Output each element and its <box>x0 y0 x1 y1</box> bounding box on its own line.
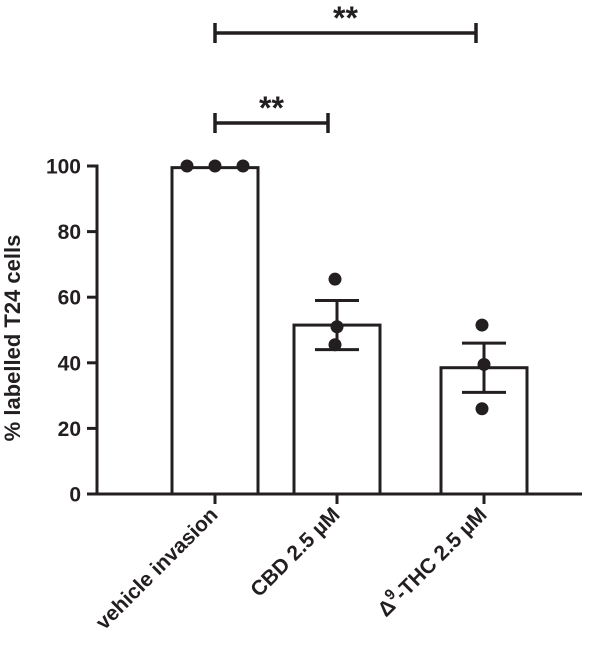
data-point <box>328 338 342 352</box>
data-point <box>475 318 489 332</box>
category-text: CBD 2.5 µM <box>246 503 344 601</box>
y-tick-label: 20 <box>58 418 81 441</box>
data-point <box>236 159 250 173</box>
data-point <box>477 357 491 371</box>
x-category-label: CBD 2.5 µM <box>246 503 344 601</box>
bars <box>170 166 529 496</box>
data-point <box>330 320 344 334</box>
significance-brackets: ** ** <box>213 0 478 133</box>
y-tick-label: 60 <box>58 287 81 310</box>
significance-label: ** <box>333 0 358 36</box>
bar <box>170 166 260 496</box>
data-point <box>475 402 489 416</box>
y-tick-label: 100 <box>46 156 81 179</box>
x-category-label: vehicle invasion <box>92 503 223 634</box>
y-tick-label: 0 <box>69 484 81 507</box>
y-axis-title: % labelled T24 cells <box>0 235 25 442</box>
y-tick-label: 40 <box>58 352 81 375</box>
significance-label: ** <box>259 90 284 126</box>
data-points <box>180 159 491 416</box>
data-point <box>328 272 342 286</box>
y-tick-label: 80 <box>58 221 81 244</box>
data-point <box>180 159 194 173</box>
bar <box>292 323 382 496</box>
category-text: vehicle invasion <box>92 503 223 634</box>
data-point <box>208 159 222 173</box>
x-category-label: Δ9-THC 2.5 µM <box>371 500 492 621</box>
category-text: -THC 2.5 µM <box>390 503 492 605</box>
